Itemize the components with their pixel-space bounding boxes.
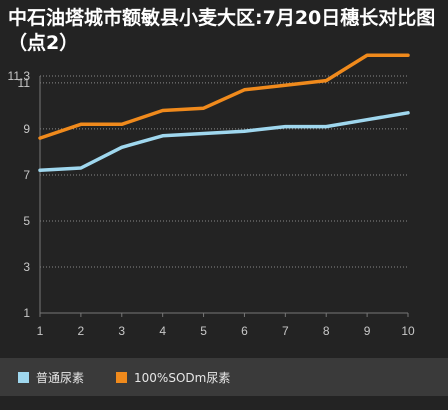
x-tick-label-6: 7 [282, 324, 289, 338]
x-tick-labels: 1 2 3 4 5 6 7 8 9 10 [37, 324, 415, 338]
legend-label-series-1: 普通尿素 [36, 370, 85, 385]
x-tick-label-2: 3 [118, 324, 125, 338]
chart-title: 中石油塔城市额敏县小麦大区:7月20日穗长对比图（点2） [8, 7, 436, 54]
legend-swatch-series-2 [116, 371, 128, 383]
y-tick-label-6: 11.3 [8, 69, 31, 83]
x-tick-label-9: 10 [401, 324, 415, 338]
series-line-2 [38, 53, 410, 140]
x-tick-label-5: 6 [241, 324, 248, 338]
y-tick-label-1: 3 [23, 260, 30, 274]
y-tick-label-3: 7 [23, 168, 30, 182]
x-tick-label-3: 4 [159, 324, 166, 338]
series-lines [38, 53, 410, 173]
grid-lines [40, 75, 408, 268]
y-tick-label-2: 5 [23, 214, 30, 228]
legend-item-series-1[interactable]: 普通尿素 [18, 369, 84, 386]
y-tick-label-0: 1 [23, 306, 30, 320]
x-tick-label-7: 8 [323, 324, 330, 338]
legend-item-series-2[interactable]: 100%SODm尿素 [116, 369, 230, 386]
x-tick-label-8: 9 [364, 324, 371, 338]
x-tick-label-0: 1 [37, 324, 44, 338]
legend-swatch-series-1 [18, 371, 29, 383]
x-tick-label-4: 5 [200, 324, 207, 338]
y-tick-label-4: 9 [23, 122, 30, 136]
legend-label-series-2: 100%SODm尿素 [134, 370, 231, 385]
series-line-1 [38, 111, 410, 173]
legend: 普通尿素 100%SODm尿素 [0, 358, 448, 396]
y-tick-label-5: 11 [18, 76, 31, 90]
axes [39, 76, 409, 317]
x-tick-label-1: 2 [78, 324, 85, 338]
